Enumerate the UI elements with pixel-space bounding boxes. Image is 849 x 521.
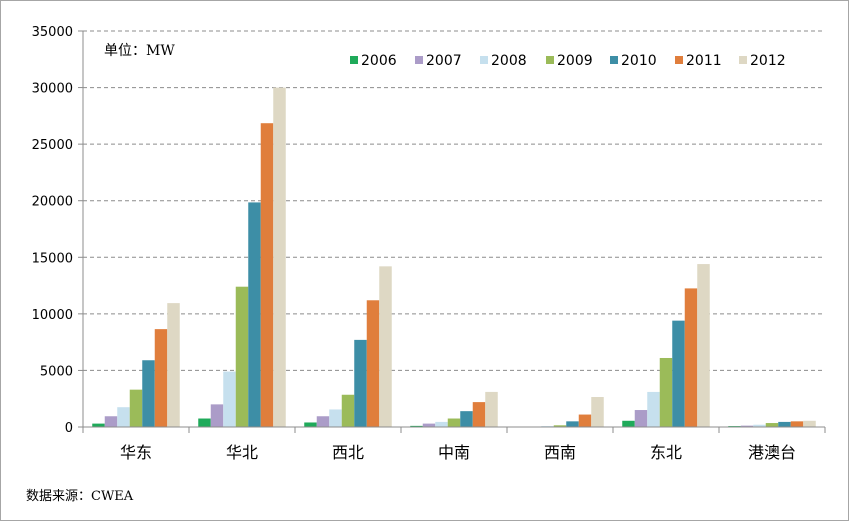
legend-label: 2011 bbox=[686, 53, 722, 69]
bar bbox=[753, 424, 766, 427]
bar bbox=[198, 418, 211, 427]
y-tick-label: 25000 bbox=[32, 138, 73, 153]
bar bbox=[472, 402, 486, 427]
bar bbox=[354, 339, 367, 427]
bar bbox=[622, 420, 635, 427]
x-category-label: 西南 bbox=[544, 443, 576, 462]
bar bbox=[566, 421, 579, 427]
x-category-label: 东北 bbox=[650, 443, 682, 462]
x-category-label: 中南 bbox=[438, 443, 470, 462]
legend-label: 2008 bbox=[491, 53, 527, 69]
bar bbox=[117, 407, 130, 427]
legend: 2006 2007 2008 2009 2010 2011 2012 bbox=[350, 53, 786, 69]
legend-swatch bbox=[480, 56, 488, 64]
bar bbox=[672, 320, 685, 427]
bar bbox=[591, 397, 604, 427]
bar bbox=[304, 422, 317, 427]
bar bbox=[647, 391, 660, 427]
source-label: 数据来源：CWEA bbox=[26, 489, 134, 504]
bar bbox=[778, 421, 791, 427]
bar bbox=[460, 411, 473, 427]
x-category-label: 港澳台 bbox=[748, 443, 796, 462]
bar bbox=[235, 286, 249, 427]
bar bbox=[273, 87, 286, 428]
bar bbox=[578, 414, 592, 427]
bar bbox=[316, 416, 330, 427]
x-category-label: 华东 bbox=[120, 443, 152, 462]
y-tick-label: 0 bbox=[65, 421, 73, 436]
bars bbox=[92, 87, 816, 428]
bar bbox=[167, 303, 180, 427]
bar bbox=[341, 394, 355, 427]
bar bbox=[422, 423, 436, 427]
bar bbox=[740, 425, 754, 427]
legend-label: 2010 bbox=[621, 53, 657, 69]
bar bbox=[553, 425, 567, 427]
legend-label: 2007 bbox=[426, 53, 462, 69]
bar bbox=[790, 421, 804, 427]
legend-swatch bbox=[610, 56, 618, 64]
bar bbox=[154, 329, 168, 427]
y-tick-label: 15000 bbox=[32, 251, 73, 266]
bar bbox=[223, 371, 236, 427]
y-tick-label: 20000 bbox=[32, 195, 73, 210]
legend-swatch bbox=[415, 56, 423, 64]
legend-swatch bbox=[739, 56, 747, 64]
legend-swatch bbox=[675, 56, 683, 64]
bar bbox=[659, 357, 673, 427]
bar bbox=[248, 202, 261, 427]
y-tick-labels: 0 5000 10000 15000 20000 25000 30000 35000 bbox=[32, 25, 73, 436]
legend-swatch bbox=[546, 56, 554, 64]
bar bbox=[803, 420, 816, 427]
bar bbox=[410, 425, 423, 427]
x-category-label: 西北 bbox=[332, 443, 364, 462]
bar bbox=[684, 288, 698, 427]
legend-label: 2006 bbox=[361, 53, 397, 69]
bar bbox=[92, 423, 105, 427]
bar bbox=[697, 264, 710, 427]
bar bbox=[129, 389, 143, 427]
bar bbox=[210, 404, 224, 427]
gridlines bbox=[83, 30, 825, 371]
bar bbox=[260, 123, 274, 427]
unit-label: 单位：MW bbox=[104, 43, 175, 59]
legend-swatch bbox=[350, 56, 358, 64]
legend-label: 2012 bbox=[750, 53, 786, 69]
bar bbox=[485, 391, 498, 427]
y-tick-label: 35000 bbox=[32, 25, 73, 40]
bar bbox=[104, 416, 118, 427]
legend-label: 2009 bbox=[557, 53, 593, 69]
bar bbox=[142, 360, 155, 427]
bar bbox=[329, 409, 342, 427]
bar bbox=[634, 410, 648, 427]
x-category-label: 华北 bbox=[226, 443, 258, 462]
y-tick-label: 30000 bbox=[32, 82, 73, 97]
bar bbox=[379, 266, 392, 427]
bar bbox=[447, 418, 461, 427]
bar bbox=[435, 421, 448, 427]
bar bbox=[366, 300, 380, 427]
bar bbox=[765, 423, 779, 427]
y-tick-label: 10000 bbox=[32, 308, 73, 323]
axes bbox=[78, 30, 826, 433]
x-category-labels: 华东 华北 西北 中南 西南 东北 港澳台 bbox=[120, 443, 796, 462]
y-tick-label: 5000 bbox=[40, 364, 73, 379]
